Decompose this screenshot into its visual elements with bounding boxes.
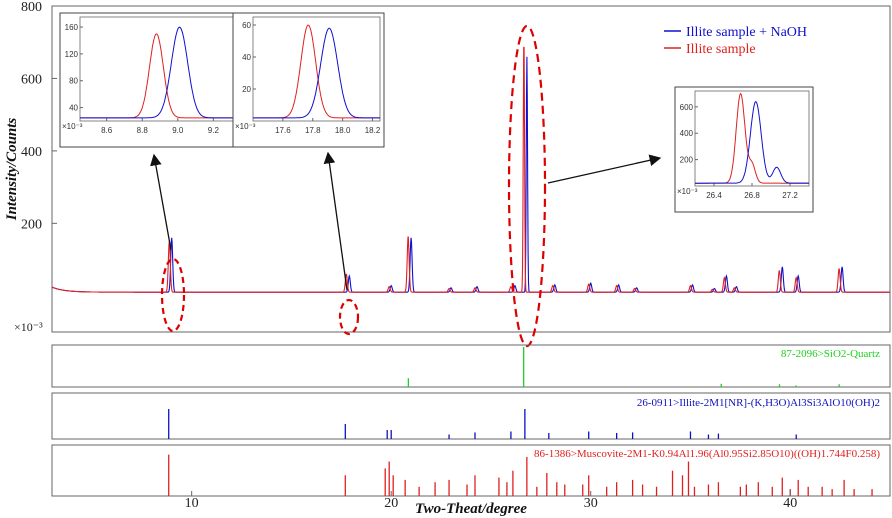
legend-label-illite: Illite sample [686,42,756,57]
x-tick-label-1: 20 [384,496,398,511]
y-tick-label-0: 200 [21,217,42,232]
inset-y-tick-label: 40 [242,53,251,62]
series-line-1 [51,46,890,293]
legend-label-naoh: Illite sample + NaOH [686,25,807,40]
inset-plot-frame [252,16,381,122]
inset-curve-naoh_peak [253,27,380,119]
inset-y-tick-label: 160 [65,23,79,32]
inset-y-tick-label: 120 [65,50,79,59]
y-tick-label-1: 400 [21,145,42,160]
y-tick-label-2: 600 [21,72,42,87]
inset-y-tick-label: 80 [69,77,78,86]
x-tick-label-0: 10 [185,496,199,511]
reference-lines [168,347,873,496]
highlight-ellipse-27deg [507,24,547,348]
x-axis-label: Two-Theat/degree [415,501,527,517]
y-tick-label-3: 800 [21,0,42,15]
ref-label-muscovite: 86-1386>Muscovite-2M1-K0.94Al1.96(Al0.95… [534,448,880,460]
x-axis: 10 20 30 40 [185,491,797,511]
main-y-axis: 200 400 600 800 [21,0,57,232]
ref-panel-muscovite [51,444,891,497]
inset-2: 20 40 60 17.6 17.8 18.0 18.2 ×10⁻³ [232,12,385,148]
inset-x-tick-label: 17.6 [275,126,291,135]
inset-multiplier-label: ×10⁻³ [235,122,256,131]
inset-x-tick-label: 27.2 [782,191,798,200]
main-series [51,46,890,293]
inset-x-tick-label: 8.6 [101,126,113,135]
inset-1: 40 80 120 160 8.6 8.8 9.0 9.2 ×10⁻³ [59,12,245,148]
arrow-to-inset-2 [323,151,348,291]
inset-x-tick-label: 26.8 [744,191,760,200]
inset-x-tick-label: 9.2 [208,126,220,135]
inset-curve-naoh_peak [80,26,239,119]
inset-y-tick-label: 400 [680,129,694,138]
inset-curve-naoh_peak [695,100,809,184]
arrow-to-inset-3 [547,154,662,184]
inset-x-tick-label: 17.8 [305,126,321,135]
inset-x-tick-label: 18.2 [365,126,381,135]
inset-x-tick-label: 18.0 [335,126,351,135]
ref-label-quartz: 87-2096>SiO2-Quartz [781,348,880,360]
inset-3: 200 400 600 26.4 26.8 27.2 ×10⁻³ [674,86,814,213]
y-multiplier-label: ×10⁻³ [14,320,43,334]
inset-y-tick-label: 20 [242,85,251,94]
highlight-ellipse-18deg [338,298,360,336]
x-tick-label-3: 40 [783,496,797,511]
inset-y-tick-label: 200 [680,156,694,165]
annotations [150,24,662,348]
inset-x-tick-label: 9.0 [172,126,184,135]
inset-y-tick-label: 600 [680,103,694,112]
ref-label-illite: 26-0911>Illite-2M1[NR]-(K,H3O)Al3Si3AlO1… [637,397,880,409]
inset-x-tick-label: 8.8 [137,126,149,135]
inset-y-tick-label: 60 [242,21,251,30]
inset-multiplier-label: ×10⁻³ [62,122,83,131]
arrow-to-inset-1 [150,153,172,251]
inset-x-tick-label: 26.4 [706,191,722,200]
ref-panel-quartz [51,344,891,388]
inset-multiplier-label: ×10⁻³ [677,187,698,196]
main-plot-frame [51,5,891,333]
x-tick-label-2: 30 [584,496,598,511]
highlight-ellipse-9deg [160,257,186,333]
ref-panel-illite [51,392,891,440]
y-axis-label: Intensity/Counts [4,118,20,222]
inset-y-tick-label: 40 [69,104,78,113]
legend: Illite sample + NaOH Illite sample [664,25,807,57]
